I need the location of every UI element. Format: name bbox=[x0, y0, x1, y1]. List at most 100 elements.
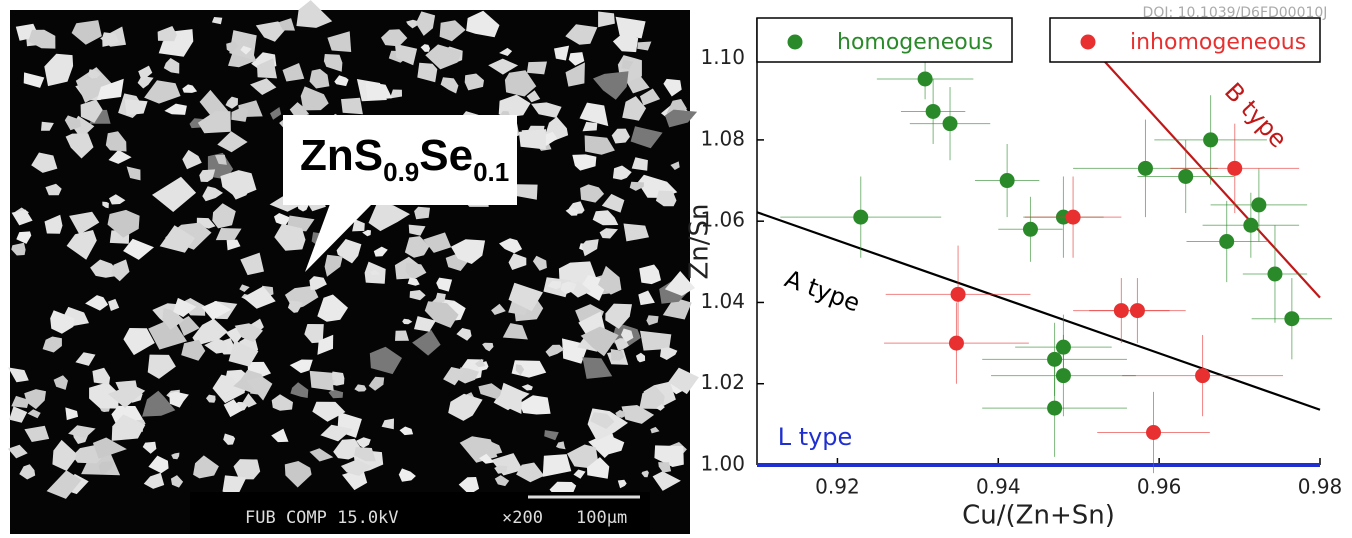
particle bbox=[89, 382, 119, 409]
particle bbox=[271, 428, 289, 443]
particle bbox=[11, 209, 33, 226]
particle bbox=[518, 129, 546, 150]
particle bbox=[71, 20, 102, 45]
particle bbox=[458, 477, 480, 495]
particle bbox=[612, 32, 639, 53]
particle bbox=[274, 223, 306, 251]
particle bbox=[163, 58, 180, 74]
particle bbox=[42, 336, 62, 353]
y-tick-label: 1.10 bbox=[700, 45, 745, 69]
particle bbox=[226, 41, 239, 53]
particle bbox=[466, 10, 500, 38]
particle bbox=[98, 461, 114, 475]
particle bbox=[560, 281, 577, 295]
particle bbox=[498, 382, 522, 414]
particle bbox=[670, 161, 680, 170]
particle bbox=[309, 448, 334, 462]
particle bbox=[655, 190, 677, 207]
particle bbox=[320, 424, 353, 442]
particle bbox=[448, 393, 483, 421]
particle bbox=[317, 294, 348, 322]
particle bbox=[621, 59, 634, 70]
particle bbox=[11, 242, 26, 256]
particle bbox=[582, 357, 613, 379]
particle bbox=[474, 358, 486, 368]
particle bbox=[602, 435, 625, 455]
point bbox=[950, 286, 966, 302]
particle bbox=[612, 165, 632, 180]
particle bbox=[202, 186, 223, 202]
y-tick-label: 1.06 bbox=[700, 208, 745, 232]
particle bbox=[102, 201, 109, 209]
particle bbox=[109, 194, 126, 205]
x-axis-title: Cu/(Zn+Sn) bbox=[962, 501, 1115, 531]
particle bbox=[369, 346, 402, 375]
particle bbox=[170, 475, 184, 488]
point bbox=[1243, 217, 1259, 233]
particle bbox=[231, 107, 249, 122]
particle bbox=[508, 282, 543, 312]
particle bbox=[631, 157, 648, 171]
particle bbox=[284, 461, 312, 488]
line-label: B type bbox=[1219, 77, 1292, 153]
particle bbox=[443, 367, 466, 386]
particle bbox=[641, 470, 649, 478]
particle bbox=[365, 81, 393, 101]
particle bbox=[44, 214, 63, 234]
legend-label: inhomogeneous bbox=[1130, 30, 1306, 55]
particle bbox=[567, 444, 599, 468]
particle bbox=[138, 65, 153, 82]
particle bbox=[181, 339, 206, 361]
particle bbox=[639, 385, 665, 409]
particle bbox=[201, 300, 232, 320]
particle bbox=[300, 86, 329, 111]
particle bbox=[373, 246, 388, 257]
particle bbox=[656, 403, 665, 411]
particle bbox=[408, 224, 426, 236]
particle bbox=[148, 318, 187, 350]
particle bbox=[44, 53, 74, 87]
point bbox=[1219, 234, 1235, 249]
particle bbox=[545, 344, 564, 357]
particle bbox=[24, 425, 50, 442]
particle bbox=[102, 32, 120, 47]
particle bbox=[668, 367, 699, 395]
particle bbox=[46, 470, 82, 499]
particle bbox=[66, 230, 97, 260]
particle bbox=[75, 67, 115, 103]
particle bbox=[255, 21, 287, 42]
particle bbox=[414, 316, 436, 332]
particle bbox=[309, 370, 334, 391]
particle bbox=[584, 135, 615, 155]
particle bbox=[270, 107, 282, 120]
particle bbox=[158, 29, 194, 57]
particle bbox=[45, 183, 62, 196]
particle bbox=[532, 255, 547, 271]
particle bbox=[440, 77, 459, 94]
particle bbox=[554, 45, 570, 61]
particle bbox=[69, 211, 100, 235]
particle bbox=[605, 303, 632, 329]
particle bbox=[526, 61, 547, 75]
particle bbox=[502, 323, 528, 340]
particle bbox=[169, 391, 189, 408]
particle bbox=[499, 47, 513, 56]
particle bbox=[622, 96, 647, 121]
particle bbox=[242, 286, 276, 309]
particle bbox=[124, 99, 148, 116]
x-tick-label: 0.92 bbox=[815, 475, 860, 499]
particle bbox=[565, 207, 579, 216]
point bbox=[925, 103, 941, 119]
x-tick-label: 0.94 bbox=[976, 475, 1021, 499]
particle bbox=[159, 225, 195, 253]
particle bbox=[579, 102, 609, 127]
particle bbox=[478, 383, 504, 400]
particle bbox=[580, 326, 619, 357]
particle bbox=[547, 280, 562, 290]
particle bbox=[565, 62, 585, 87]
particle bbox=[31, 152, 58, 173]
particle bbox=[456, 328, 472, 341]
particle bbox=[617, 479, 627, 489]
particle bbox=[629, 181, 645, 191]
